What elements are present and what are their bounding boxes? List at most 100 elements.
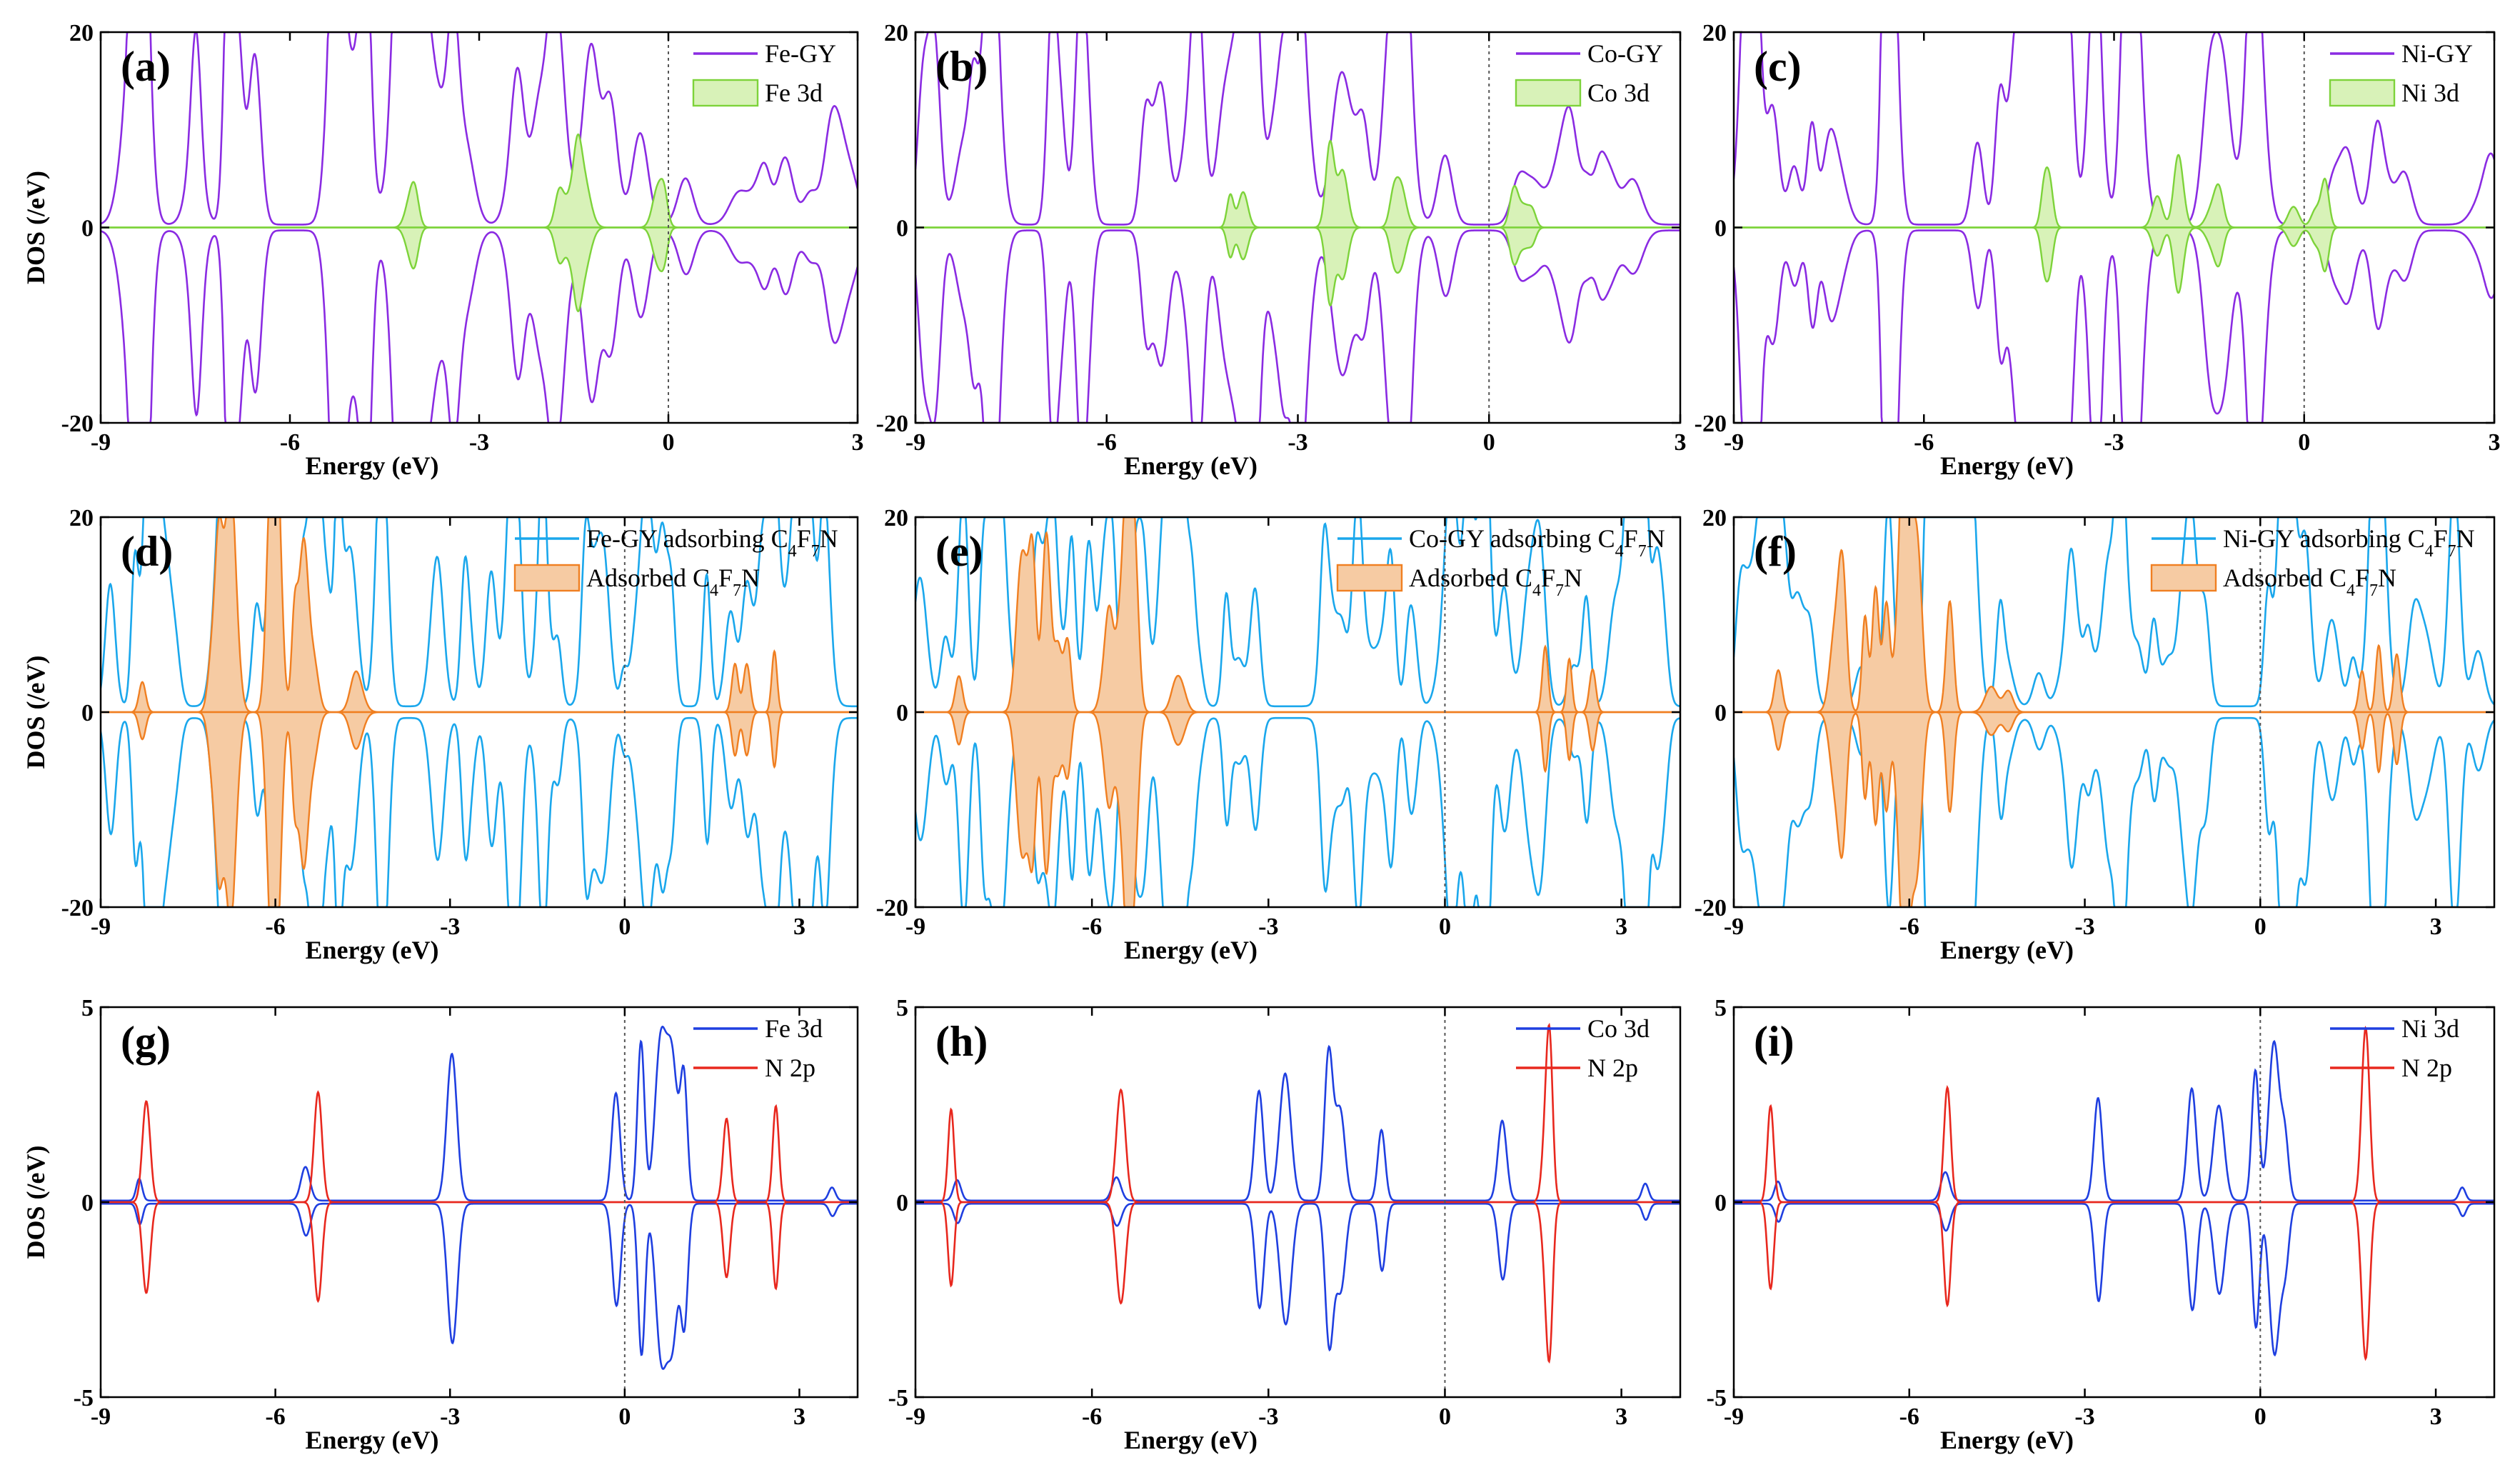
x-axis-label: Energy (eV)	[1940, 1426, 2074, 1454]
series-1-spin-up-line	[101, 1025, 858, 1202]
panel-i: -9 -6 -3 0 3 -5 0 5 Energy (eV) (i) Ni 3d N 2p	[1707, 995, 2496, 1454]
x-tick-label: 0	[1483, 429, 1495, 456]
y-tick-label: 20	[1702, 505, 1727, 531]
panel-label: (g)	[121, 1018, 171, 1065]
legend: Co-GY Co 3d	[1515, 39, 1663, 107]
x-tick-label: 3	[793, 914, 805, 940]
x-tick-label: 0	[618, 1404, 631, 1430]
legend-swatch	[692, 79, 759, 107]
series-1-spin-up-line	[915, 32, 1680, 226]
x-tick-label: 0	[663, 429, 675, 456]
y-tick-label: 0	[896, 1190, 908, 1216]
x-tick-label: -9	[1724, 429, 1744, 456]
x-tick-label: -9	[905, 1404, 925, 1430]
panel-label: (h)	[935, 1018, 988, 1065]
series-1-spin-up-line	[915, 517, 1680, 708]
series-1-spin-up-line	[1734, 1039, 2494, 1202]
panel-label: (c)	[1754, 43, 1802, 90]
legend-label: Fe-GY	[765, 39, 836, 68]
x-axis-label: Energy (eV)	[306, 936, 439, 964]
x-tick-label: -9	[905, 429, 925, 456]
legend-label: Co-GY	[1587, 39, 1663, 68]
x-tick-label: -3	[1258, 914, 1278, 940]
x-tick-label: -3	[1258, 1404, 1278, 1430]
x-tick-label: -6	[1097, 429, 1117, 456]
x-tick-label: -9	[91, 914, 111, 940]
series-1-spin-down-line	[915, 716, 1680, 907]
y-tick-label: 0	[1715, 216, 1727, 242]
y-tick-label: -20	[61, 411, 94, 437]
legend: Ni-GY Ni 3d	[2329, 39, 2473, 107]
panel-label: (a)	[121, 43, 171, 90]
x-tick-label: -6	[1899, 914, 1919, 940]
y-tick-label: -20	[876, 895, 908, 921]
x-tick-label: -3	[440, 914, 460, 940]
x-tick-label: -3	[469, 429, 489, 456]
y-tick-label: -20	[1695, 411, 1727, 437]
series-2-spin-down-area	[101, 226, 858, 313]
panel-e: -9 -6 -3 0 3 -20 0 20 Energy (eV) (e) Co-GY adsorb…	[876, 505, 1682, 964]
y-tick-label: 0	[896, 700, 908, 726]
series-1-spin-down-line	[915, 1202, 1680, 1352]
y-tick-label: 5	[81, 995, 94, 1021]
x-tick-label: -3	[440, 1404, 460, 1430]
x-tick-label: -3	[1287, 429, 1307, 456]
panel-f: -9 -6 -3 0 3 -20 0 20 Energy (eV) (f) Ni-GY adsorb…	[1695, 505, 2496, 964]
x-tick-label: -9	[905, 914, 925, 940]
x-tick-label: 0	[1439, 914, 1451, 940]
x-tick-label: -6	[265, 1404, 285, 1430]
legend-swatch	[513, 564, 581, 592]
series-1-spin-down-line	[101, 229, 858, 423]
series-2-spin-down-area	[1734, 226, 2494, 294]
series-2-spin-down-area	[915, 226, 1680, 306]
y-tick-label: 0	[81, 1190, 94, 1216]
y-tick-label: 20	[69, 20, 94, 46]
y-tick-label: 0	[896, 216, 908, 242]
legend-label: N 2p	[1587, 1054, 1638, 1082]
y-axis-label: DOS (/eV)	[21, 171, 50, 284]
series-2-spin-down-line	[1734, 1201, 2494, 1361]
panel-a: -9 -6 -3 0 3 -20 0 20 Energy (eV) DOS (/eV) (a) Fe-…	[21, 20, 864, 480]
series-1-spin-down-line	[1734, 1202, 2494, 1357]
y-tick-label: -5	[74, 1385, 94, 1411]
x-tick-label: 0	[2298, 429, 2310, 456]
x-tick-label: -3	[2104, 429, 2124, 456]
legend: Fe 3d N 2p	[693, 1014, 823, 1082]
x-tick-label: -6	[1914, 429, 1934, 456]
x-axis-label: Energy (eV)	[306, 451, 439, 480]
series-2-spin-up-area	[915, 139, 1680, 229]
series-2-spin-down-area	[1734, 711, 2494, 907]
legend: Ni 3d N 2p	[2330, 1014, 2459, 1082]
y-tick-label: 20	[884, 20, 908, 46]
series-2-spin-down-line	[915, 1201, 1680, 1364]
panel-c: -9 -6 -3 0 3 -20 0 20 Energy (eV) (c) Ni-GY Ni 3d	[1695, 20, 2501, 480]
legend-label: Ni 3d	[2401, 1014, 2459, 1043]
y-tick-label: 0	[1715, 700, 1727, 726]
legend-label: Ni-GY adsorbing C4F7N	[2223, 524, 2475, 561]
legend-label: Co 3d	[1587, 79, 1650, 107]
y-tick-label: -5	[1707, 1385, 1727, 1411]
legend-label: Co-GY adsorbing C4F7N	[1409, 524, 1665, 561]
legend: Co 3d N 2p	[1516, 1014, 1650, 1082]
legend-label: Fe 3d	[765, 1014, 823, 1043]
y-tick-label: -20	[876, 411, 908, 437]
x-tick-label: -3	[2074, 1404, 2094, 1430]
x-tick-label: 3	[1675, 429, 1687, 456]
x-tick-label: -9	[1724, 1404, 1744, 1430]
legend-swatch	[1336, 564, 1403, 592]
series-1-spin-down-line	[1734, 716, 2494, 907]
x-tick-label: 3	[852, 429, 864, 456]
series-2-spin-up-line	[101, 1090, 858, 1204]
series-1-spin-up-line	[915, 1044, 1680, 1202]
x-tick-label: -9	[1724, 914, 1744, 940]
panel-g: -9 -6 -3 0 3 -5 0 5 Energy (eV) DOS (/eV) (g) Fe 3d…	[21, 995, 859, 1454]
legend-label: Fe-GY adsorbing C4F7N	[586, 524, 838, 561]
legend-label: Ni 3d	[2401, 79, 2459, 107]
panel-label: (f)	[1754, 528, 1797, 575]
x-axis-label: Energy (eV)	[1124, 936, 1258, 964]
x-axis-label: Energy (eV)	[1940, 936, 2074, 964]
series-2-spin-down-area	[101, 711, 858, 907]
x-tick-label: 3	[2489, 429, 2501, 456]
series-1-spin-down-line	[101, 716, 858, 907]
